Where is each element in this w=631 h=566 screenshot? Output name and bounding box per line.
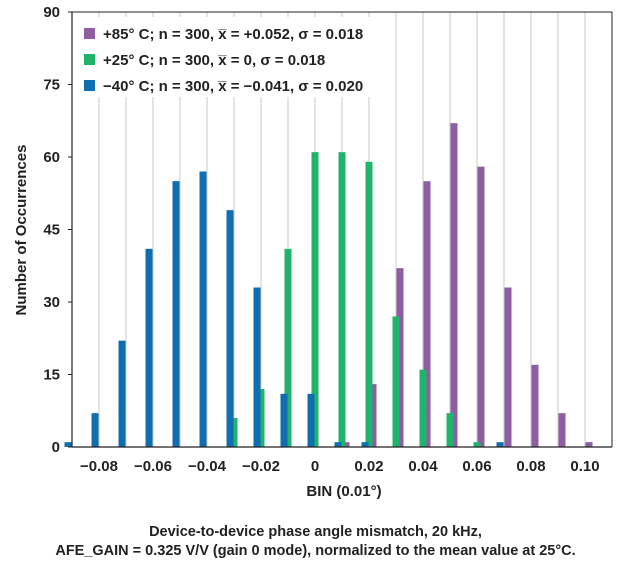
x-tick-label: 0.06	[462, 458, 491, 475]
bar	[145, 248, 153, 447]
bar	[446, 413, 454, 447]
x-tick-label: 0.02	[354, 458, 383, 475]
bar	[199, 171, 207, 447]
legend-background	[76, 17, 394, 97]
legend-swatch	[84, 80, 95, 91]
bar	[230, 418, 238, 447]
legend: +85° C; n = 300, x̅ = +0.052, σ = 0.018 +…	[76, 17, 394, 97]
bar	[91, 413, 99, 447]
bar	[342, 442, 350, 447]
bar	[361, 442, 369, 447]
bar	[392, 316, 400, 447]
bar	[496, 442, 504, 447]
bar	[118, 340, 126, 447]
x-tick-label: −0.08	[80, 458, 118, 475]
bar	[531, 364, 539, 447]
bar	[334, 442, 342, 447]
y-tick-label: 15	[43, 367, 60, 384]
x-tick-labels: −0.08 −0.06 −0.04 −0.02 0 0.02 0.04 0.06 0.08 0.1…	[80, 458, 600, 475]
x-tick-label: −0.06	[134, 458, 172, 475]
y-tick-labels: 0 15 30 45 60 75 90	[43, 4, 60, 456]
legend-swatch	[84, 54, 95, 65]
bar	[419, 369, 427, 447]
bar	[450, 123, 458, 448]
y-tick-label: 75	[43, 77, 60, 94]
histogram-chart: −0.08 −0.06 −0.04 −0.02 0 0.02 0.04 0.06 0.08 0.1…	[13, 4, 613, 500]
bar	[396, 268, 404, 447]
x-tick-label: 0.08	[516, 458, 545, 475]
x-axis-label: BIN (0.01°)	[306, 483, 381, 500]
legend-swatch	[84, 28, 95, 39]
x-tick-label: 0.10	[570, 458, 599, 475]
x-tick-label: −0.04	[188, 458, 227, 475]
bar	[284, 248, 292, 447]
bar	[226, 210, 234, 447]
bar	[311, 152, 319, 447]
y-tick-label: 90	[43, 4, 60, 21]
bar	[423, 181, 431, 447]
bar	[64, 442, 72, 447]
bar	[257, 389, 265, 447]
x-tick-label: 0	[311, 458, 319, 475]
bar	[558, 413, 566, 447]
bar	[585, 442, 593, 447]
legend-entry: +25° C; n = 300, x̅ = 0, σ = 0.018	[103, 52, 325, 69]
bar	[477, 166, 485, 447]
bar	[369, 384, 377, 447]
bar	[338, 152, 346, 447]
bars	[64, 123, 593, 448]
caption-line-2: AFE_GAIN = 0.325 V/V (gain 0 mode), norm…	[55, 543, 576, 559]
legend-entry: −40° C; n = 300, x̅ = −0.041, σ = 0.020	[103, 78, 363, 95]
legend-entry: +85° C; n = 300, x̅ = +0.052, σ = 0.018	[103, 26, 363, 43]
y-tick-label: 45	[43, 222, 60, 239]
y-tick-label: 60	[43, 149, 60, 166]
caption-line-1: Device-to-device phase angle mismatch, 2…	[149, 524, 482, 540]
bar	[280, 393, 288, 447]
axes	[68, 11, 613, 448]
bar	[365, 161, 373, 448]
y-tick-label: 30	[43, 294, 60, 311]
bar	[504, 287, 512, 447]
y-axis-label: Number of Occurrences	[13, 145, 30, 316]
y-tick-label: 0	[52, 439, 60, 456]
x-tick-label: −0.02	[242, 458, 280, 475]
bar	[307, 393, 315, 447]
x-tick-label: 0.04	[408, 458, 438, 475]
bar	[172, 181, 180, 447]
bar	[253, 287, 261, 447]
bar	[473, 442, 481, 447]
